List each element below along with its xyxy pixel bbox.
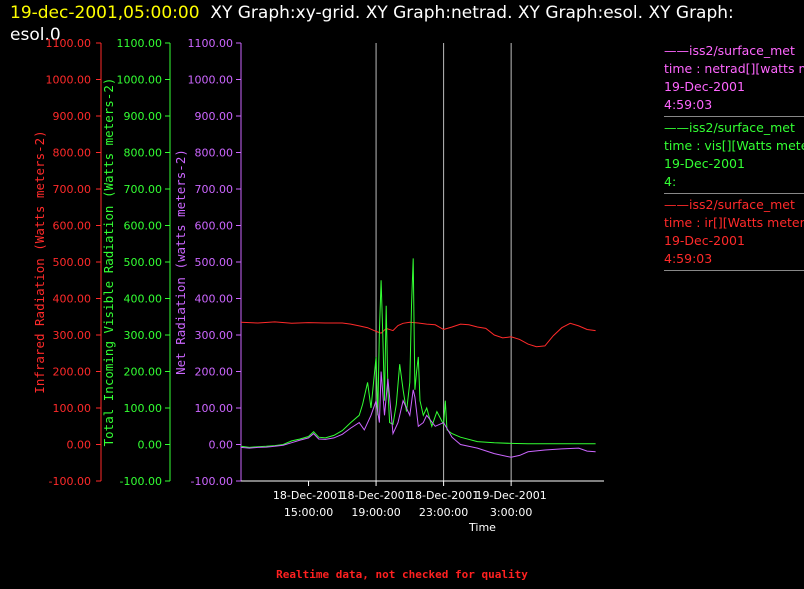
vis-y-tick-label: -100.00	[120, 475, 162, 488]
netrad-y-axis-label: Net Radiation (watts meters-2)	[173, 149, 188, 375]
netrad-y-tick-label: 400.00	[195, 293, 234, 306]
x-tick-label: 3:00:00	[490, 506, 532, 519]
netrad-y-tick-label: 900.00	[195, 110, 234, 123]
vis-y-tick-label: 800.00	[124, 147, 163, 160]
netrad-y-tick-label: 800.00	[195, 147, 234, 160]
graph-titles-wrap: esol.0	[10, 25, 61, 45]
vis-y-tick-label: 1100.00	[117, 37, 163, 50]
x-tick-label: 19:00:00	[351, 506, 400, 519]
vis-y-axis-label: Total Incoming Visible Radiation (Watts …	[101, 78, 116, 447]
netrad-y-tick-label: 1000.00	[188, 74, 234, 87]
legend-line: 4:59:03	[664, 97, 713, 112]
netrad-series-line	[240, 371, 596, 458]
legend-line: ——iss2/surface_met	[664, 43, 795, 58]
ir-y-tick-label: 500.00	[53, 256, 92, 269]
ir-y-tick-label: 400.00	[53, 293, 92, 306]
legend-line: ——iss2/surface_met	[664, 197, 795, 212]
netrad-y-tick-label: 600.00	[195, 220, 234, 233]
legend-line: ——iss2/surface_met	[664, 120, 795, 135]
x-tick-label: 23:00:00	[419, 506, 468, 519]
ir-series-line	[240, 321, 596, 348]
ir-y-axis-label: Infrared Radiation (Watts meters-2)	[32, 130, 47, 393]
vis-y-tick-label: 400.00	[124, 293, 163, 306]
netrad-y-tick-label: 0.00	[209, 439, 234, 452]
legend-line: 19-Dec-2001	[664, 156, 745, 171]
vis-y-tick-label: 200.00	[124, 366, 163, 379]
ir-y-tick-label: 1100.00	[46, 37, 92, 50]
ir-y-tick-label: 600.00	[53, 220, 92, 233]
vis-series-line	[240, 258, 596, 448]
vis-y-tick-label: 600.00	[124, 220, 163, 233]
netrad-y-tick-label: 1100.00	[188, 37, 234, 50]
quality-note: Realtime data, not checked for quality	[276, 568, 528, 581]
timestamp: 19-dec-2001,05:00:00	[10, 3, 200, 23]
netrad-y-tick-label: 300.00	[195, 329, 234, 342]
legend-line: time : vis[][Watts meters	[664, 138, 804, 153]
ir-y-tick-label: -100.00	[49, 475, 91, 488]
legend-line: 4:59:03	[664, 251, 713, 266]
vis-y-tick-label: 100.00	[124, 402, 163, 415]
chart-header: 19-dec-2001,05:00:00 XY Graph:xy-grid. X…	[10, 2, 800, 46]
legend-line: time : ir[][Watts meters	[664, 215, 804, 230]
ir-y-tick-label: 1000.00	[46, 74, 92, 87]
ir-y-tick-label: 0.00	[67, 439, 92, 452]
x-axis-label: Time	[468, 521, 496, 534]
vis-y-tick-label: 300.00	[124, 329, 163, 342]
vis-y-tick-label: 900.00	[124, 110, 163, 123]
vis-y-tick-label: 1000.00	[117, 74, 163, 87]
ir-y-tick-label: 100.00	[53, 402, 92, 415]
graph-titles: XY Graph:xy-grid. XY Graph:netrad. XY Gr…	[210, 3, 734, 23]
ir-y-tick-label: 800.00	[53, 147, 92, 160]
vis-y-tick-label: 0.00	[138, 439, 163, 452]
legend-line: time : netrad[][watts meters	[664, 61, 804, 76]
ir-y-tick-label: 200.00	[53, 366, 92, 379]
netrad-y-tick-label: 500.00	[195, 256, 234, 269]
legend-line: 19-Dec-2001	[664, 79, 745, 94]
x-tick-label: 15:00:00	[284, 506, 333, 519]
legend-line: 19-Dec-2001	[664, 233, 745, 248]
netrad-y-tick-label: 700.00	[195, 183, 234, 196]
vis-y-tick-label: 700.00	[124, 183, 163, 196]
ir-y-tick-label: 900.00	[53, 110, 92, 123]
netrad-y-tick-label: -100.00	[191, 475, 233, 488]
netrad-y-tick-label: 200.00	[195, 366, 234, 379]
ir-y-tick-label: 300.00	[53, 329, 92, 342]
ir-y-tick-label: 700.00	[53, 183, 92, 196]
legend-line: 4:	[664, 174, 677, 189]
vis-y-tick-label: 500.00	[124, 256, 163, 269]
x-tick-label: 19-Dec-2001	[476, 489, 547, 502]
x-tick-label: 18-Dec-2001	[408, 489, 479, 502]
x-tick-label: 18-Dec-2001	[273, 489, 344, 502]
netrad-y-tick-label: 100.00	[195, 402, 234, 415]
x-tick-label: 18-Dec-2001	[340, 489, 411, 502]
